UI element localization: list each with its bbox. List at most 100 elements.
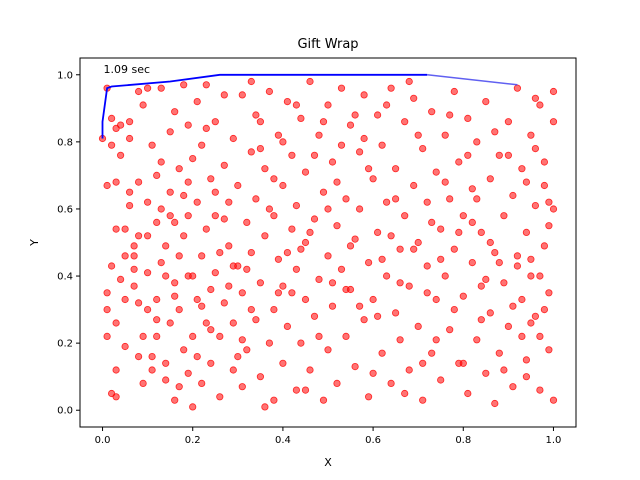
data-point xyxy=(315,275,323,283)
data-point xyxy=(162,359,170,367)
data-point xyxy=(225,242,233,250)
data-point xyxy=(279,359,287,367)
data-point xyxy=(193,295,201,304)
data-point xyxy=(410,94,418,102)
data-point xyxy=(153,171,161,179)
data-point xyxy=(297,245,305,253)
y-axis-ticks: 0.0 0.2 0.4 0.6 0.8 1.0 xyxy=(57,70,80,417)
data-point xyxy=(103,305,111,314)
data-point xyxy=(486,238,494,247)
data-point xyxy=(297,114,305,123)
x-tick-label: 0.0 xyxy=(95,435,111,446)
data-point xyxy=(319,188,328,196)
data-point xyxy=(351,111,359,119)
data-point xyxy=(252,195,260,203)
data-point xyxy=(527,272,535,280)
data-point xyxy=(495,349,503,357)
data-point xyxy=(518,295,526,304)
data-point xyxy=(342,285,350,294)
data-point xyxy=(504,322,512,330)
data-point xyxy=(328,158,337,166)
data-point xyxy=(243,265,251,273)
data-point xyxy=(198,379,206,387)
data-point xyxy=(274,131,282,139)
data-point xyxy=(180,191,188,200)
data-point xyxy=(103,181,111,190)
data-point xyxy=(297,339,305,347)
data-point xyxy=(139,379,147,387)
data-point xyxy=(414,238,422,247)
data-point xyxy=(549,118,558,126)
data-point xyxy=(135,352,143,361)
data-point xyxy=(265,339,273,347)
data-point xyxy=(513,262,522,270)
data-point xyxy=(432,336,440,344)
data-point xyxy=(333,379,341,387)
data-point xyxy=(360,316,368,324)
data-point xyxy=(265,87,273,96)
data-point xyxy=(175,165,183,173)
data-point xyxy=(238,289,246,297)
data-point xyxy=(540,158,549,166)
data-point xyxy=(193,352,201,361)
data-point xyxy=(220,215,228,223)
data-point xyxy=(256,279,264,287)
data-point xyxy=(310,312,319,320)
data-point xyxy=(378,255,386,263)
y-tick-label: 0.6 xyxy=(57,204,73,215)
data-point xyxy=(355,148,364,156)
data-point xyxy=(274,289,282,297)
data-point xyxy=(130,252,138,260)
data-point xyxy=(216,249,224,257)
data-point xyxy=(108,141,116,149)
data-point xyxy=(315,332,323,340)
data-point xyxy=(423,198,431,206)
data-point xyxy=(306,366,314,374)
data-point xyxy=(495,151,503,159)
data-point xyxy=(482,98,490,106)
timing-annotation: 1.09 sec xyxy=(104,63,151,76)
data-point xyxy=(455,228,463,236)
data-point xyxy=(121,295,129,304)
data-point xyxy=(504,118,512,126)
data-point xyxy=(441,272,449,280)
data-point xyxy=(360,134,368,143)
data-point xyxy=(148,352,156,361)
data-point xyxy=(337,141,346,149)
data-point xyxy=(180,232,188,240)
data-point xyxy=(238,91,246,99)
data-point xyxy=(414,131,422,139)
data-point xyxy=(319,118,328,126)
data-point xyxy=(414,322,422,330)
data-point xyxy=(459,359,467,367)
data-point xyxy=(419,396,427,404)
data-point xyxy=(162,242,170,250)
data-point xyxy=(428,218,436,226)
data-point xyxy=(446,326,454,334)
data-point xyxy=(545,346,553,354)
data-point xyxy=(229,134,237,143)
data-point xyxy=(216,332,224,340)
data-point xyxy=(126,134,134,143)
data-point xyxy=(288,225,296,233)
data-point xyxy=(135,178,143,186)
data-point xyxy=(437,376,445,384)
y-tick-label: 0.0 xyxy=(57,406,73,417)
data-point xyxy=(491,128,499,136)
data-point xyxy=(500,279,508,287)
data-point xyxy=(477,228,485,236)
data-point xyxy=(243,218,251,226)
data-point xyxy=(279,138,287,146)
data-point xyxy=(391,195,400,203)
data-point xyxy=(171,108,179,116)
data-point xyxy=(274,255,282,263)
data-point xyxy=(252,111,260,119)
data-point xyxy=(247,148,255,156)
data-point xyxy=(540,181,549,190)
data-point xyxy=(468,258,476,267)
data-point xyxy=(175,383,183,391)
data-point xyxy=(144,269,152,277)
data-point xyxy=(216,393,224,401)
data-point xyxy=(270,175,278,183)
data-point xyxy=(536,101,544,109)
